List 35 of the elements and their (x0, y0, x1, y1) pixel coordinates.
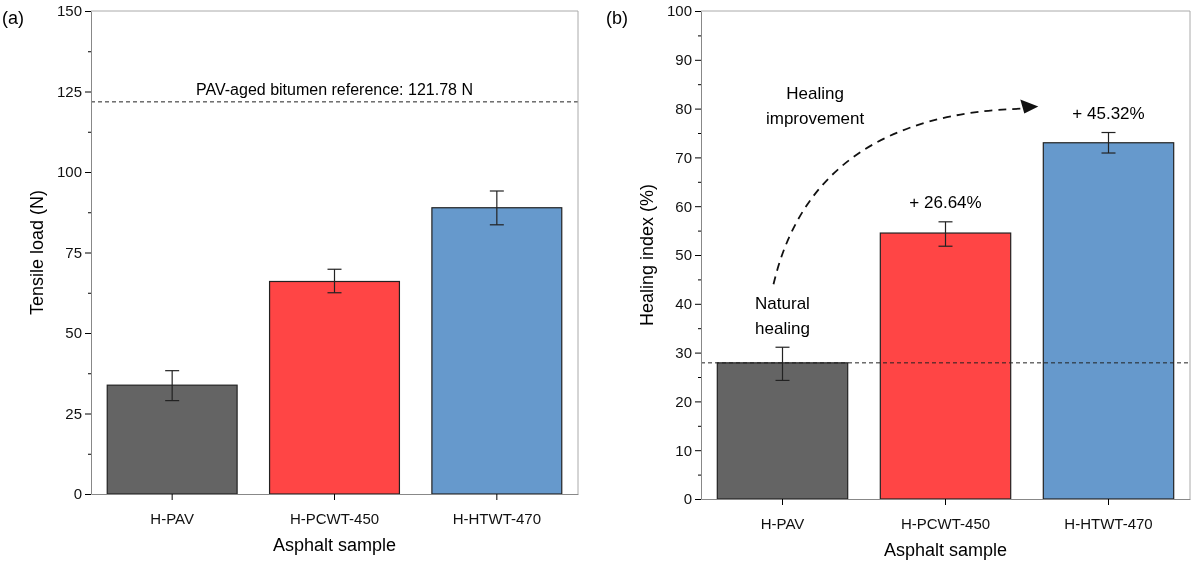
y-axis-title: Healing index (%) (637, 183, 657, 327)
y-tick-label: 70 (675, 148, 692, 166)
y-tick-label: 30 (675, 343, 692, 361)
y-tick-label: 90 (675, 51, 692, 69)
y-tick-label: 10 (675, 441, 692, 459)
y-tick-label: 0 (683, 490, 692, 508)
y-tick-label: 25 (65, 404, 82, 422)
y-tick-label: 50 (675, 246, 692, 264)
y-tick-label: 75 (65, 243, 82, 261)
y-tick-label: 150 (56, 2, 82, 20)
chart-title: (a) (2, 8, 24, 28)
y-tick-label: 100 (56, 163, 82, 181)
x-tick-label: H-PAV (150, 510, 194, 527)
x-axis-title: Asphalt sample (883, 540, 1008, 560)
annotation: Natural healing (755, 294, 810, 339)
x-tick-label: H-PCWT-450 (289, 510, 380, 527)
annotation: Healing improvement (765, 83, 865, 128)
y-tick-label: 100 (666, 2, 692, 20)
chart-title: (b) (606, 8, 628, 28)
annotation: + 45.32% (1072, 103, 1145, 123)
y-tick-label: 60 (675, 197, 692, 215)
x-tick-label: H-PAV (760, 515, 805, 532)
y-tick-label: 20 (675, 392, 692, 410)
y-tick-label: 40 (675, 295, 692, 313)
x-axis-title: Asphalt sample (272, 535, 397, 555)
y-tick-label: 0 (73, 485, 82, 503)
y-axis-title: Tensile load (N) (27, 189, 47, 316)
ref-line-label: PAV-aged bitumen reference: 121.78 N (196, 80, 473, 98)
x-tick-label: H-HTWT-470 (452, 510, 542, 527)
y-tick-label: 50 (65, 324, 82, 342)
y-tick-label: 125 (56, 82, 82, 100)
y-tick-label: 80 (675, 99, 692, 117)
annotation: + 26.64% (909, 192, 982, 212)
x-tick-label: H-PCWT-450 (900, 515, 991, 532)
x-tick-label: H-HTWT-470 (1064, 515, 1153, 532)
